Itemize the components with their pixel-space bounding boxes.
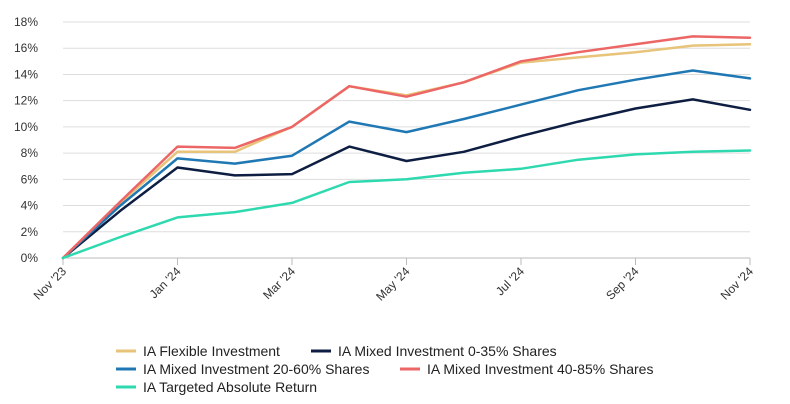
- x-axis-ticks: Nov '23 Jan '24 Mar '24 May '24 Jul '24 Sep '…: [31, 258, 757, 304]
- y-tick-label: 2%: [21, 225, 39, 239]
- series-line-4: [61, 35, 752, 260]
- legend-label: IA Flexible Investment: [143, 343, 280, 359]
- legend-label: IA Targeted Absolute Return: [143, 379, 317, 395]
- legend-label: IA Mixed Investment 20-60% Shares: [143, 361, 369, 377]
- series-line-1: [61, 43, 752, 260]
- series-line-5: [61, 149, 752, 260]
- x-tick-label: Jul '24: [493, 264, 527, 298]
- grid-lines: [63, 21, 750, 259]
- y-tick-label: 10%: [14, 120, 38, 134]
- x-tick-label: Nov '24: [718, 264, 757, 303]
- x-tick-label: Sep '24: [603, 264, 642, 303]
- y-tick-label: 4%: [21, 199, 39, 213]
- y-tick-label: 12%: [14, 94, 38, 108]
- y-tick-label: 14%: [14, 67, 38, 81]
- series-line-3: [61, 69, 752, 260]
- x-tick-label: Mar '24: [260, 264, 298, 302]
- y-tick-label: 6%: [21, 172, 39, 186]
- x-tick-label: Nov '23: [31, 264, 70, 303]
- x-tick-label: May '24: [373, 264, 413, 304]
- x-tick-label: Jan '24: [147, 264, 184, 301]
- legend-label: IA Mixed Investment 0-35% Shares: [338, 343, 557, 359]
- y-tick-label: 8%: [21, 146, 39, 160]
- series-lines: [61, 35, 752, 260]
- y-tick-label: 18%: [14, 15, 38, 29]
- y-axis-ticks: 0% 2% 4% 6% 8% 10% 12% 14% 16% 18%: [14, 15, 38, 265]
- series-line-2: [61, 98, 752, 260]
- legend-label: IA Mixed Investment 40-85% Shares: [427, 361, 653, 377]
- legend: IA Flexible Investment IA Mixed Investmen…: [116, 343, 653, 395]
- y-tick-label: 16%: [14, 41, 38, 55]
- y-tick-label: 0%: [21, 251, 39, 265]
